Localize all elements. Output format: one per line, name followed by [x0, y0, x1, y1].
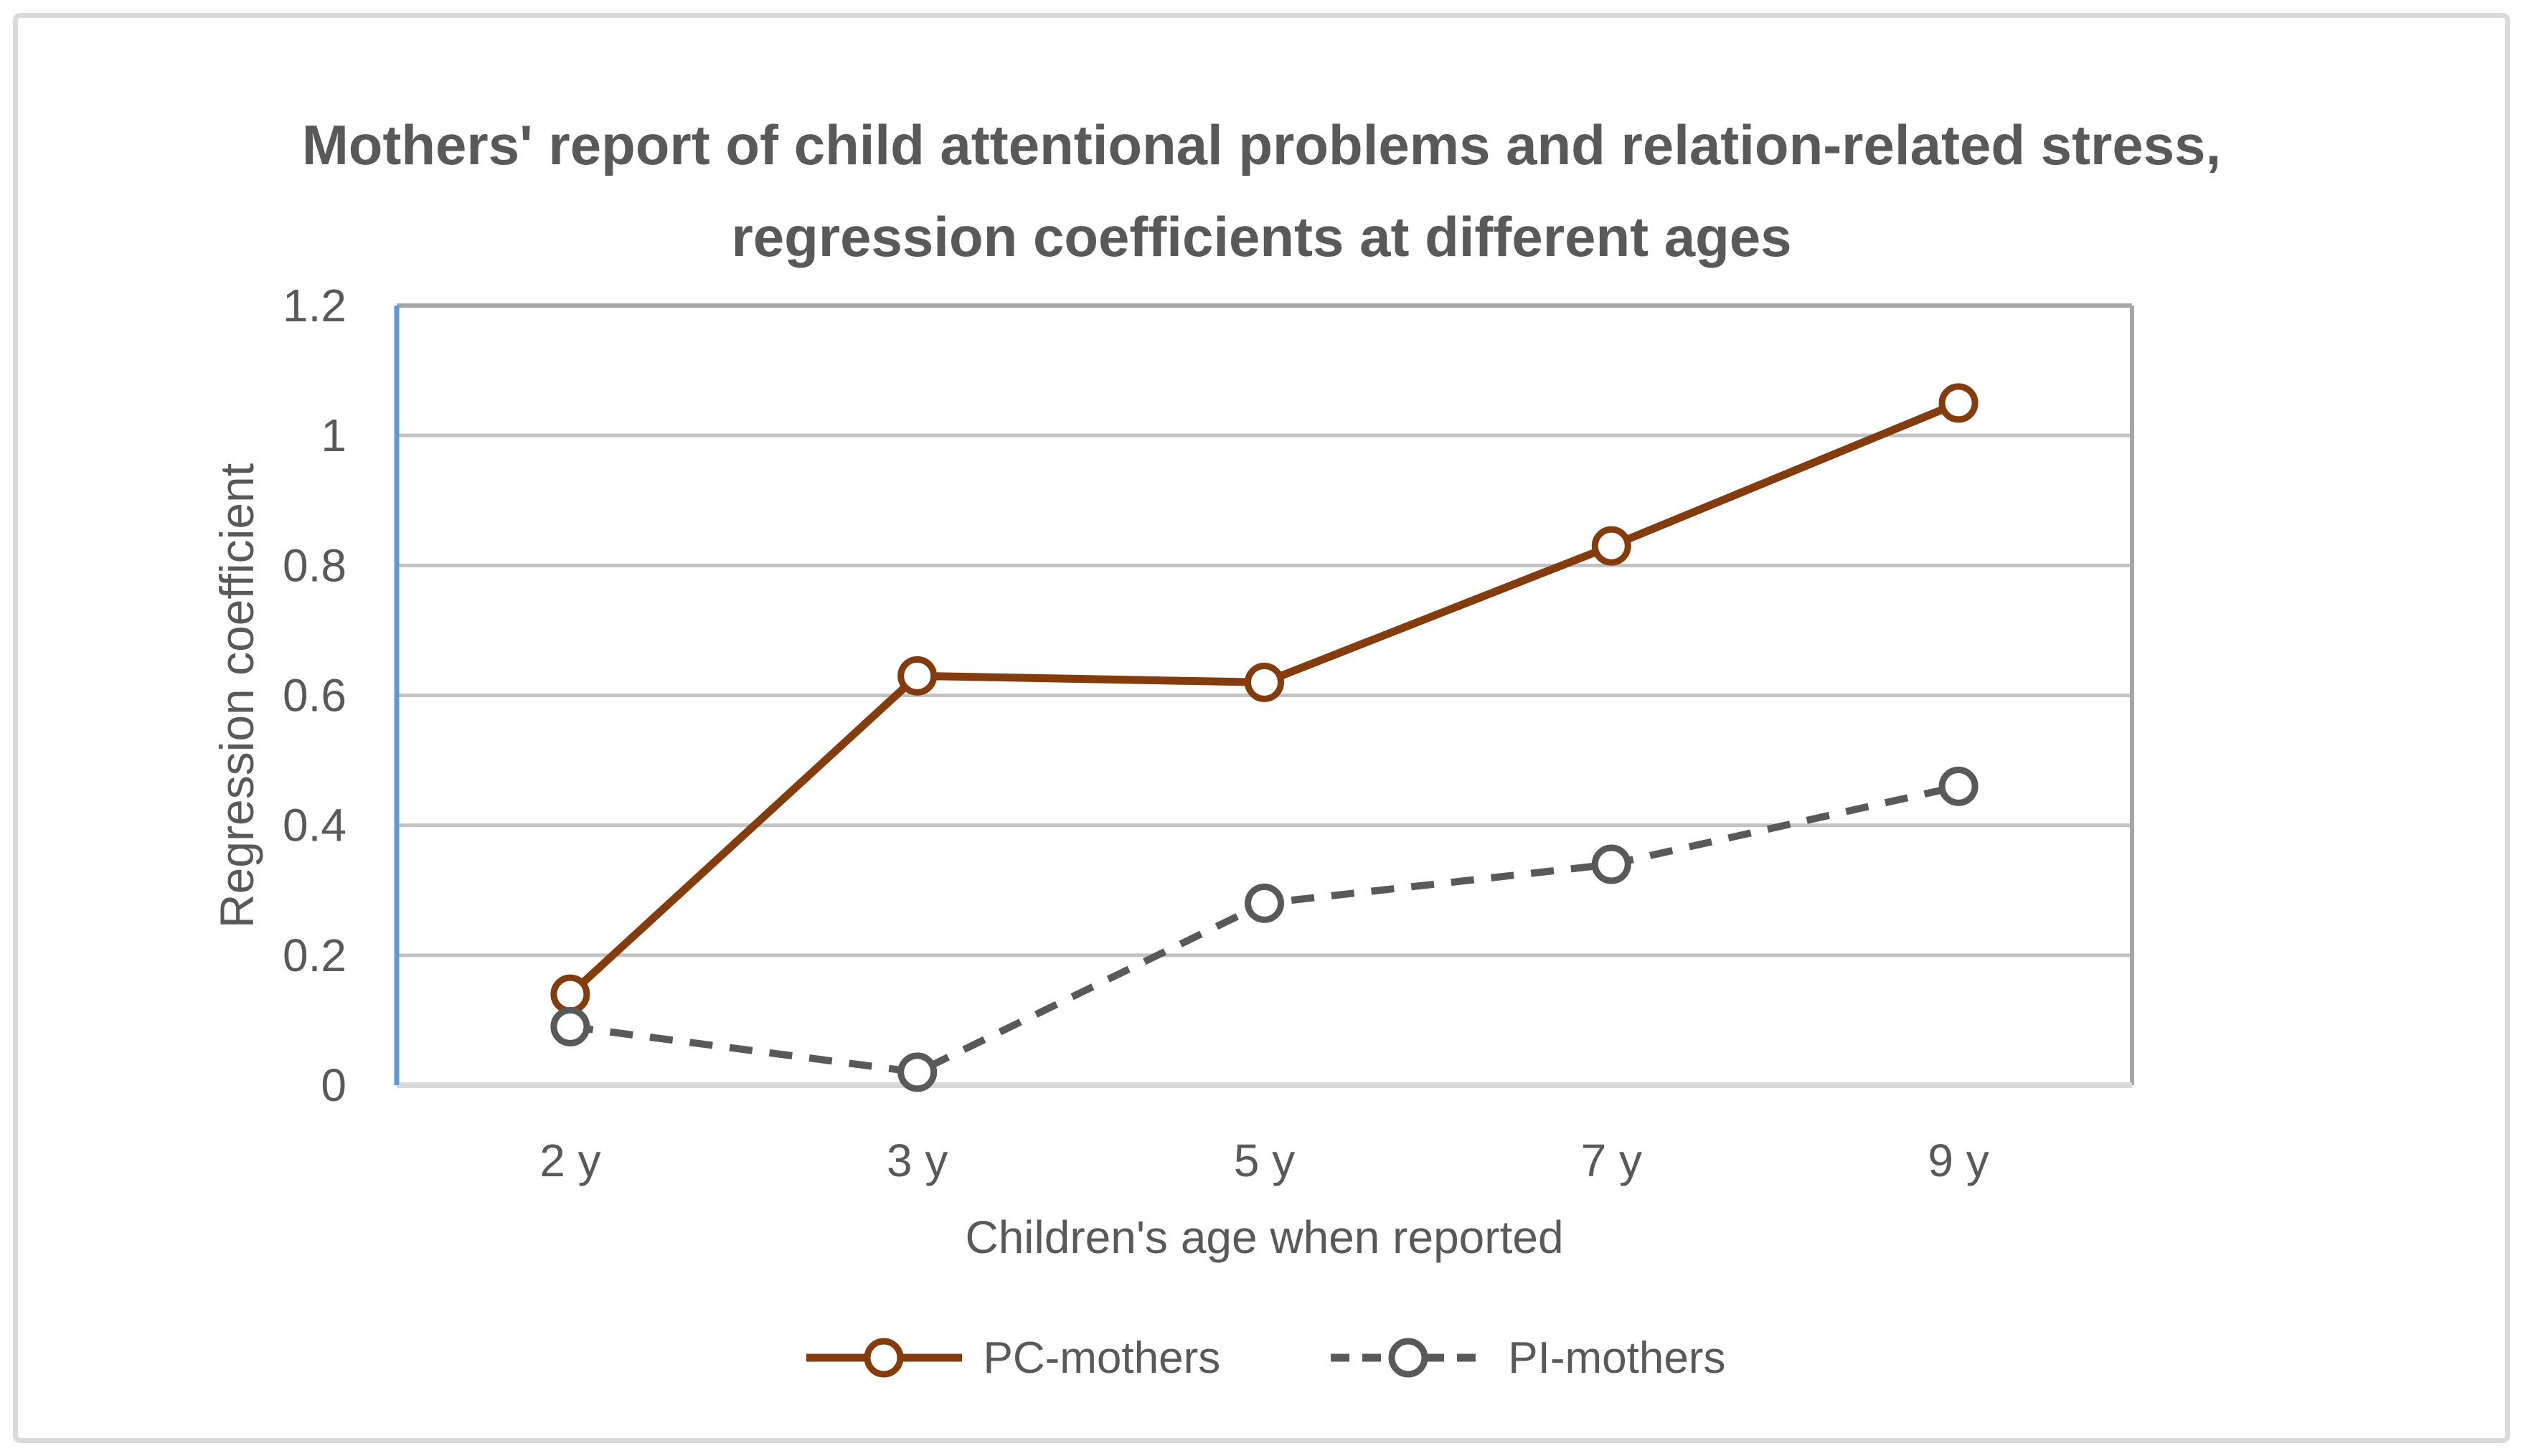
- data-point-pc-mothers-2y: [550, 974, 590, 1014]
- legend-label-pc-mothers: PC-mothers: [983, 1333, 1221, 1383]
- y-tick-label: 0.6: [283, 670, 346, 722]
- chart-title-line2: regression coefficients at different age…: [731, 205, 1792, 268]
- data-point-pi-mothers-3y: [897, 1052, 938, 1092]
- legend: PC-mothers PI-mothers: [397, 1318, 2132, 1397]
- chart-title-line1: Mothers' report of child attentional pro…: [301, 113, 2222, 176]
- data-point-pc-mothers-7y: [1591, 526, 1631, 566]
- data-point-pc-mothers-5y: [1245, 662, 1284, 702]
- y-tick-label: 0.4: [283, 800, 346, 851]
- x-tick-label: 7 y: [1581, 1135, 1642, 1186]
- data-point-pi-mothers-9y: [1938, 766, 1979, 806]
- series-line-pi-mothers: [570, 783, 1960, 1077]
- legend-item-pi-mothers: PI-mothers: [1328, 1329, 1725, 1386]
- y-tick-label: 0: [321, 1059, 346, 1111]
- data-point-pi-mothers-7y: [1591, 844, 1631, 884]
- chart-title: Mothers' report of child attentional pro…: [301, 99, 2222, 283]
- x-tick-label: 2 y: [539, 1135, 600, 1186]
- data-point-pc-mothers-9y: [1938, 383, 1979, 423]
- y-tick-label: 1: [321, 410, 346, 461]
- x-axis-title: Children's age when reported: [965, 1211, 1564, 1263]
- x-tick-label: 9 y: [1928, 1135, 1989, 1186]
- pc-mothers-line-sample-icon: [806, 1338, 962, 1378]
- data-point-pc-mothers-3y: [897, 656, 938, 696]
- y-tick-label: 1.2: [283, 280, 346, 331]
- x-tick-label: 3 y: [887, 1135, 948, 1186]
- legend-item-pc-mothers: PC-mothers: [803, 1329, 1221, 1386]
- legend-label-pi-mothers: PI-mothers: [1508, 1333, 1726, 1383]
- y-axis-title: Regression coefficient: [210, 463, 263, 929]
- y-tick-label: 0.2: [283, 930, 346, 981]
- pi-mothers-line-sample-icon: [1331, 1338, 1487, 1378]
- y-tick-label: 0.8: [283, 539, 346, 591]
- chart-outer-border: [13, 13, 2510, 1443]
- data-point-pi-mothers-5y: [1245, 883, 1284, 923]
- data-point-pi-mothers-2y: [550, 1006, 590, 1046]
- x-tick-label: 5 y: [1234, 1135, 1295, 1186]
